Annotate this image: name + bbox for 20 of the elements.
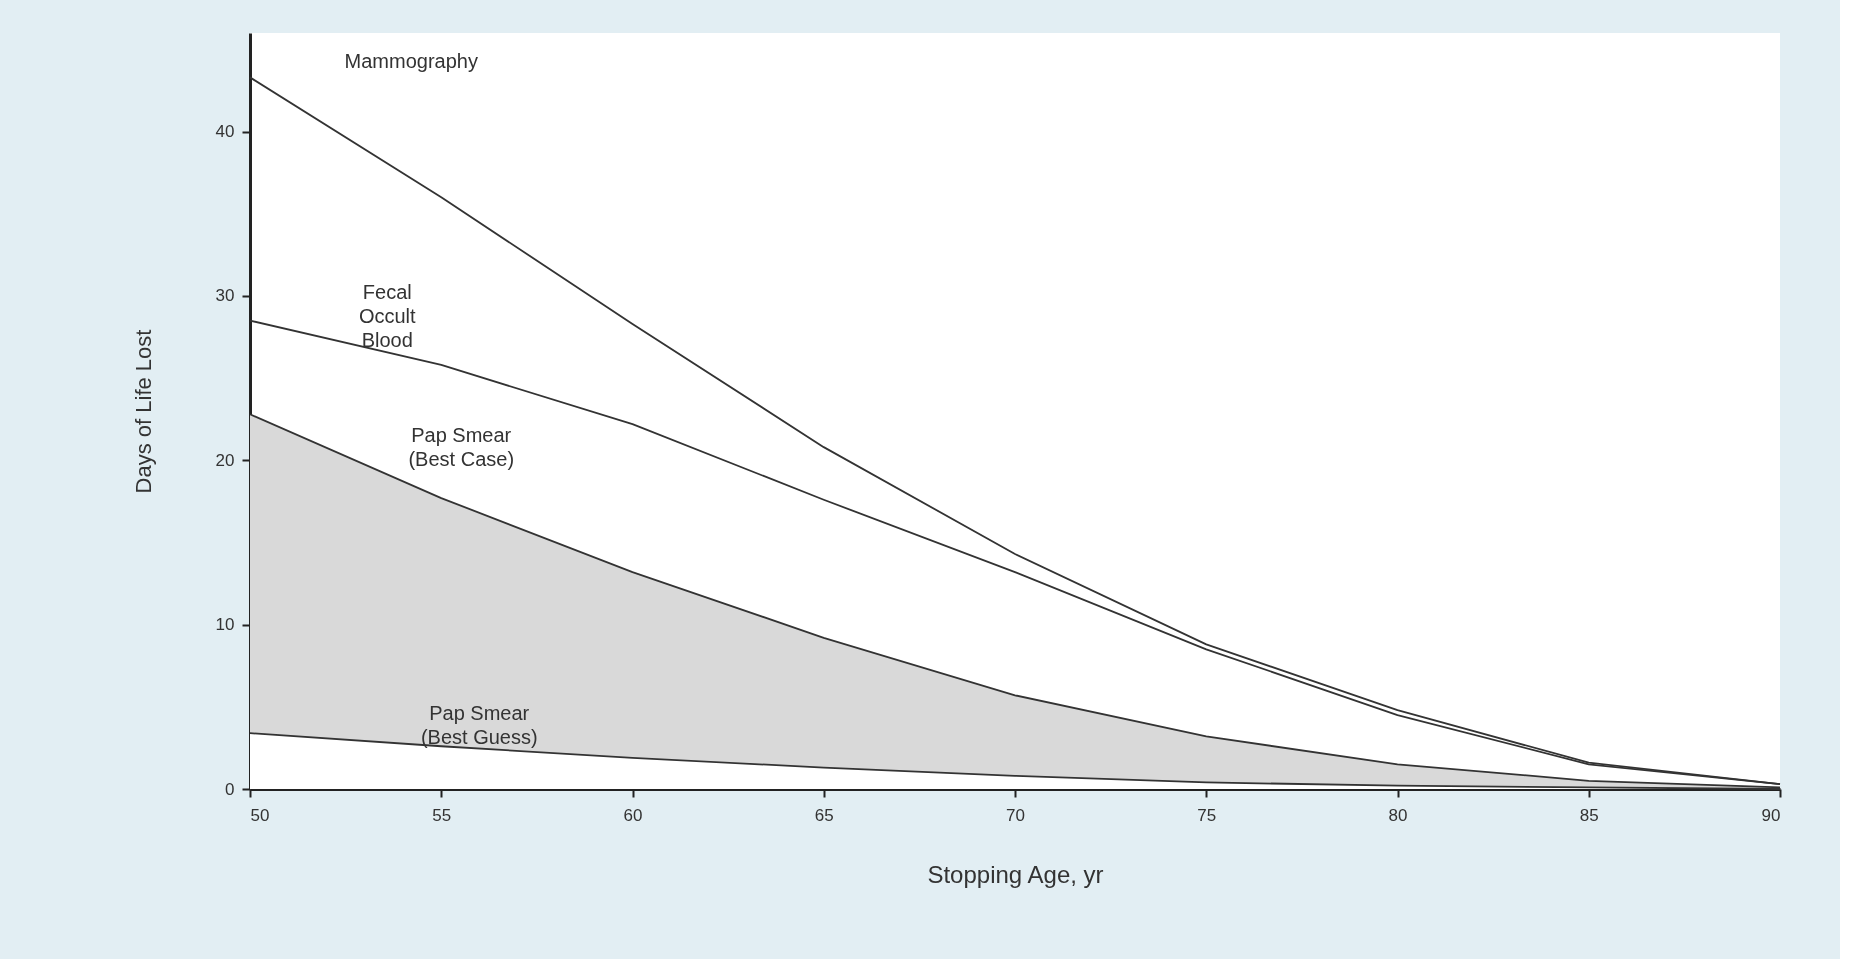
x-tick-label: 65 xyxy=(814,805,834,825)
y-axis-title: Days of Life Lost xyxy=(130,329,156,494)
x-tick-label: 55 xyxy=(432,805,452,825)
text: Mammography xyxy=(344,50,478,73)
x-tick-label: 85 xyxy=(1579,805,1599,825)
y-tick-label: 0 xyxy=(225,779,235,799)
series-label: Pap Smear (Best Case) xyxy=(408,424,515,471)
x-tick-label: 75 xyxy=(1197,805,1217,825)
y-tick-label: 20 xyxy=(215,450,235,470)
x-tick-label: 90 xyxy=(1761,805,1781,825)
y-tick-label: 10 xyxy=(215,615,235,635)
x-tick-label: 50 xyxy=(250,805,270,825)
x-tick-label: 80 xyxy=(1388,805,1408,825)
series-label: Fecal Occult Blood xyxy=(358,280,417,351)
y-tick-label: 30 xyxy=(215,286,235,306)
x-axis-title: Stopping Age, yr xyxy=(927,860,1104,888)
x-tick-label: 60 xyxy=(623,805,643,825)
series-label: Pap Smear (Best Guess) xyxy=(420,702,538,749)
x-tick-label: 70 xyxy=(1006,805,1025,825)
y-tick-label: 40 xyxy=(215,122,235,142)
